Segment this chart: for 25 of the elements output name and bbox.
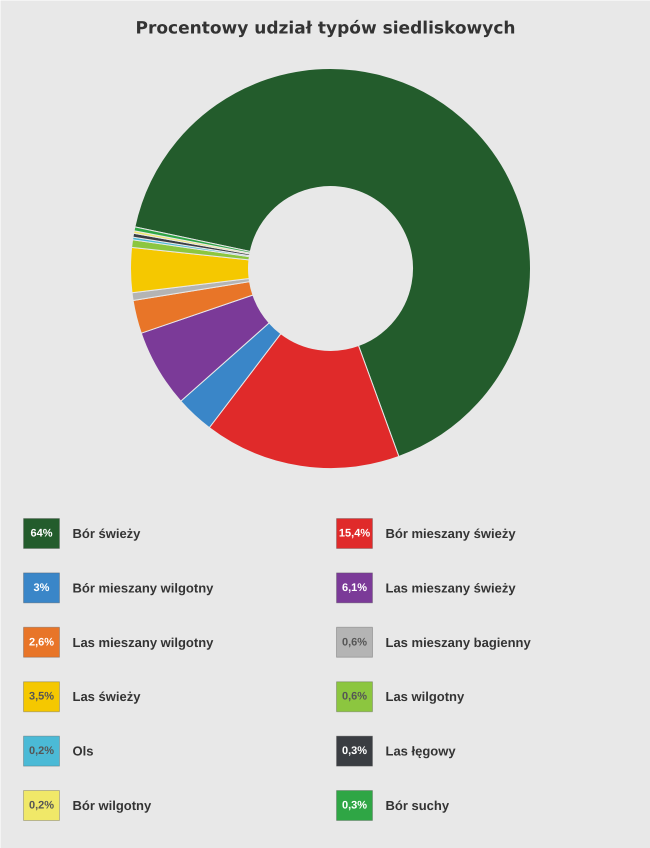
legend-label: Bór mieszany wilgotny <box>72 580 214 596</box>
legend-label: Bór wilgotny <box>72 798 152 813</box>
legend-label: Las mieszany świeży <box>386 580 516 596</box>
legend-label: Las świeży <box>72 689 142 704</box>
data-label: 0,2% <box>28 800 54 812</box>
legend-label: Ols <box>72 744 94 759</box>
legend-label: Bór mieszany świeży <box>386 526 516 541</box>
data-label: 3% <box>34 582 50 594</box>
data-label: 0,3% <box>342 745 368 758</box>
legend-label: Las łęgowy <box>386 744 456 759</box>
data-label: 0,2% <box>28 745 54 758</box>
data-label: 2,6% <box>28 636 54 648</box>
data-label: 3,5% <box>28 690 54 703</box>
legend-label: Bór świeży <box>72 526 142 541</box>
chart-title: Procentowy udział typów siedliskowych <box>135 18 516 38</box>
data-label: 0,6% <box>342 690 368 703</box>
legend-label: Las mieszany wilgotny <box>72 634 214 650</box>
data-label: 15,4% <box>338 528 370 540</box>
data-label: 64% <box>30 528 53 540</box>
data-label: 0,3% <box>342 800 368 812</box>
data-label: 6,1% <box>342 582 368 594</box>
legend-label: Bór suchy <box>386 798 450 813</box>
legend-label: Las mieszany bagienny <box>386 634 532 650</box>
data-label: 0,6% <box>342 636 368 648</box>
legend-label: Las wilgotny <box>386 689 465 704</box>
